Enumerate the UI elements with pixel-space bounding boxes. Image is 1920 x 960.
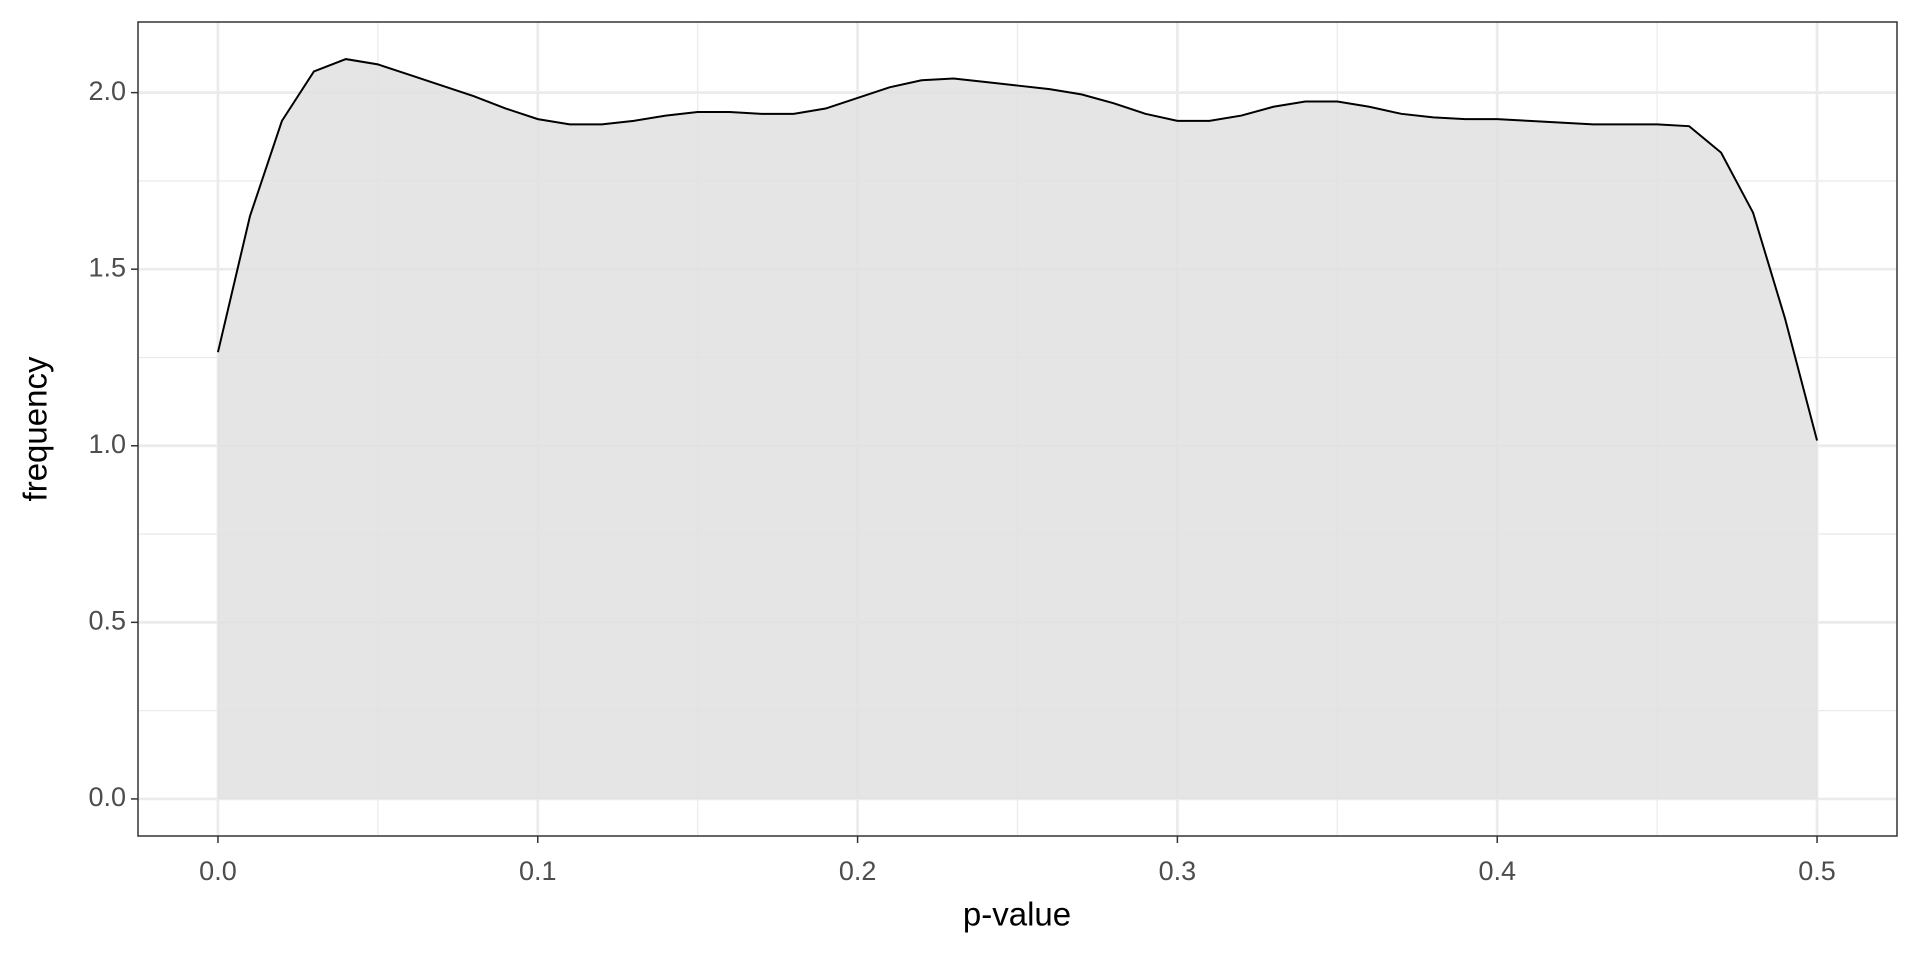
x-tick-label: 0.4 [1478, 856, 1516, 886]
x-tick-label: 0.3 [1159, 856, 1197, 886]
x-tick-label: 0.1 [519, 856, 557, 886]
y-tick-label: 0.5 [88, 605, 126, 635]
y-tick-label: 1.5 [88, 252, 126, 282]
x-tick-label: 0.2 [839, 856, 877, 886]
density-line [216, 58, 1819, 441]
y-tick-label: 0.0 [88, 782, 126, 812]
y-axis-title: frequency [17, 356, 54, 501]
y-tick-label: 1.0 [88, 429, 126, 459]
panel-border [137, 21, 1898, 837]
y-tick-label: 2.0 [88, 76, 126, 106]
x-tick-label: 0.5 [1798, 856, 1836, 886]
x-tick-label: 0.0 [199, 856, 237, 886]
density-area [217, 59, 1818, 799]
x-axis-title: p-value [963, 896, 1071, 933]
